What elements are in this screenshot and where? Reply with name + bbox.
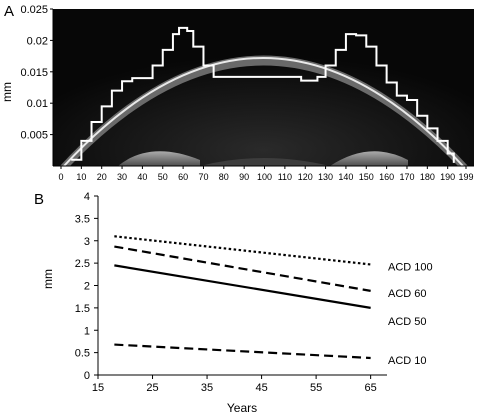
- panel-b-x-tick-label: 55: [310, 382, 322, 394]
- panel-a-x-tick-label: 90: [239, 172, 249, 182]
- panel-a-y-tick-label: 0.01: [27, 98, 48, 110]
- panel-a-x-tick-label: 130: [318, 172, 333, 182]
- panel-a-x-tick-label: 0: [58, 172, 63, 182]
- iris-right: [330, 151, 408, 166]
- panel-a-x-tick-label: 40: [137, 172, 147, 182]
- panel-a-x-tick-label: 10: [76, 172, 86, 182]
- panel-a-x-tick-label: 100: [257, 172, 272, 182]
- panel-a-x-tick-label: 170: [399, 172, 414, 182]
- panel-a-y-tick-label: 0.02: [27, 35, 48, 47]
- panel-a-x-tick-label: 30: [117, 172, 127, 182]
- panel-a-x-tick-label: 150: [359, 172, 374, 182]
- panel-b-y-tick-label: 1.5: [75, 303, 90, 315]
- series-line-acd-10: [114, 343, 371, 360]
- cornea-surface: [63, 57, 464, 167]
- panel-b-y-tick-label: 4: [84, 191, 90, 203]
- panel-a-x-tick-label: 60: [178, 172, 188, 182]
- panel-a-x-tick-label: 120: [298, 172, 313, 182]
- series-label-acd-50: ACD 50: [388, 316, 427, 328]
- panel-a-y-axis-label: mm: [0, 82, 14, 102]
- series-label-acd-100: ACD 100: [388, 261, 433, 273]
- panel-a-x-tick-label: 50: [158, 172, 168, 182]
- panel-b-y-tick-label: 0: [84, 370, 90, 382]
- panel-b-x-axis-label: Years: [227, 401, 257, 415]
- panel-b-y-tick-label: 1: [84, 325, 90, 337]
- panel-a-x-tick-label: 199: [458, 172, 473, 182]
- panel-b-x-tick-label: 65: [365, 382, 377, 394]
- panel-b-label: B: [34, 191, 44, 208]
- panel-a-x-tick-label: 190: [440, 172, 455, 182]
- panel-b-y-tick-label: 3.5: [75, 213, 90, 225]
- panel-b-x-tick-label: 15: [92, 382, 104, 394]
- panel-a-y-tick-label: 0.025: [20, 4, 48, 16]
- panel-b-y-tick-label: 3: [84, 236, 90, 248]
- cornea-band: [60, 55, 468, 166]
- panel-b-x-tick-label: 35: [201, 382, 213, 394]
- panel-a-x-tick-label: 70: [198, 172, 208, 182]
- iris-left: [118, 151, 200, 166]
- series-line-acd-50: [114, 264, 371, 309]
- panel-a-x-tick-label: 80: [219, 172, 229, 182]
- panel-a-x-tick-label: 110: [278, 172, 292, 182]
- panel-a-axes: [52, 9, 474, 167]
- series-label-acd-10: ACD 10: [388, 355, 427, 367]
- oct-image: [53, 9, 474, 167]
- series-line-acd-100: [114, 235, 371, 266]
- panel-b-y-tick-label: 2.5: [75, 258, 90, 270]
- panel-a-x-tick-label: 160: [379, 172, 394, 182]
- panel-a-x-tick-label: 140: [338, 172, 353, 182]
- series-label-acd-60: ACD 60: [388, 288, 427, 300]
- panel-a-label: A: [4, 3, 14, 20]
- panel-a-x-tick-label: 180: [420, 172, 435, 182]
- panel-a-y-tick-label: 0.015: [20, 67, 48, 79]
- panel-b-x-tick-label: 45: [255, 382, 267, 394]
- oct-image-background: [53, 9, 474, 166]
- panel-b-y-tick-label: 2: [84, 281, 90, 293]
- panel-b-y-axis-label: mm: [41, 269, 55, 289]
- panel-a-y-tick-label: 0.005: [20, 130, 48, 142]
- panel-a-measurement-line: [71, 26, 455, 163]
- series-line-acd-60: [114, 245, 371, 292]
- panel-b-x-tick-label: 25: [146, 382, 158, 394]
- lens-surface: [200, 158, 330, 166]
- panel-b-y-tick-label: 0.5: [75, 348, 90, 360]
- panel-a-x-tick-label: 20: [97, 172, 107, 182]
